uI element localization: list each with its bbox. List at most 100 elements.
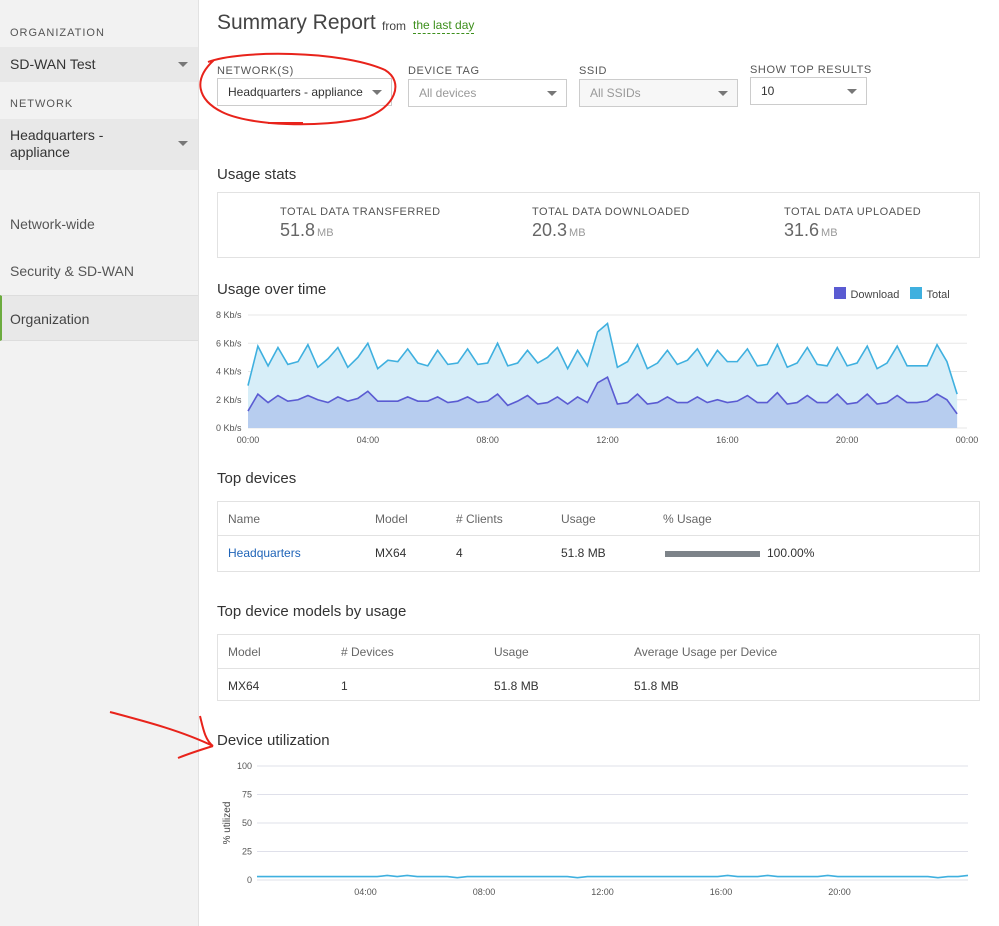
organization-select[interactable]: SD-WAN Test	[0, 47, 198, 82]
column-header-model[interactable]: Model	[375, 512, 408, 526]
timespan-link[interactable]: the last day	[413, 18, 475, 34]
column-header-avg-usage[interactable]: Average Usage per Device	[634, 645, 778, 659]
table-header-row: Name Model # Clients Usage % Usage	[218, 502, 979, 536]
stat-unit: MB	[569, 227, 586, 239]
top-results-filter-label: SHOW TOP RESULTS	[750, 64, 872, 76]
network-select-value-line1: Headquarters -	[10, 127, 104, 143]
usage-over-time-chart: 0 Kb/s 2 Kb/s 4 Kb/s 6 Kb/s 8 Kb/s 00:00 04:00…	[216, 310, 979, 445]
y-tick-label: 100	[237, 761, 252, 771]
y-tick-label: 75	[242, 790, 252, 800]
sidebar-item-security-sdwan[interactable]: Security & SD-WAN	[0, 253, 198, 289]
ssid-filter-label: SSID	[579, 65, 608, 77]
download-series-line	[247, 375, 958, 415]
network-label: NETWORK	[10, 98, 74, 110]
model-name: MX64	[228, 679, 260, 693]
table-row: Headquarters MX64 4 51.8 MB 100.00%	[218, 536, 979, 572]
usage-over-time-title: Usage over time	[217, 281, 327, 298]
chevron-down-icon	[847, 89, 857, 94]
top-results-value: 10	[761, 84, 775, 98]
y-tick-label: 6 Kb/s	[216, 338, 242, 348]
networks-select-value: Headquarters - appliance	[228, 85, 363, 99]
device-usage: 51.8 MB	[561, 546, 606, 560]
top-models-table: Model # Devices Usage Average Usage per …	[217, 634, 980, 701]
model-usage: 51.8 MB	[494, 679, 539, 693]
legend-download[interactable]: Download	[834, 285, 899, 303]
usage-progress-bar	[665, 551, 760, 557]
networks-select[interactable]: Headquarters - appliance	[217, 78, 392, 106]
total-series-line	[247, 322, 958, 395]
x-tick-label: 00:00	[956, 435, 979, 445]
sidebar-item-label: Organization	[10, 311, 90, 327]
device-pct-usage: 100.00%	[767, 546, 815, 560]
sidebar-item-label: Security & SD-WAN	[10, 263, 134, 279]
x-tick-label: 12:00	[596, 435, 619, 445]
legend-swatch-download	[834, 287, 846, 299]
x-tick-label: 16:00	[716, 435, 739, 445]
device-tag-select[interactable]: All devices	[408, 79, 567, 107]
sidebar: ORGANIZATION SD-WAN Test NETWORK Headqua…	[0, 0, 199, 926]
ssid-select[interactable]: All SSIDs	[579, 79, 738, 107]
x-tick-label: 08:00	[473, 887, 496, 897]
utilization-series-line	[257, 874, 969, 879]
stat-total-uploaded: TOTAL DATA UPLOADED 31.6 MB	[784, 206, 921, 241]
y-tick-label: 4 Kb/s	[216, 367, 242, 377]
stat-unit: MB	[317, 227, 334, 239]
network-select[interactable]: Headquarters - appliance	[0, 119, 198, 170]
device-link[interactable]: Headquarters	[228, 546, 301, 560]
usage-progress-fill	[665, 551, 760, 557]
network-select-value-line2: appliance	[10, 144, 70, 160]
column-header-devices[interactable]: # Devices	[341, 645, 394, 659]
top-results-select[interactable]: 10	[750, 77, 867, 105]
legend-total[interactable]: Total	[910, 285, 950, 303]
top-devices-title: Top devices	[217, 470, 297, 487]
column-header-name[interactable]: Name	[228, 512, 261, 526]
device-utilization-title: Device utilization	[217, 732, 330, 749]
sidebar-item-network-wide[interactable]: Network-wide	[0, 206, 198, 242]
column-header-usage[interactable]: Usage	[494, 645, 529, 659]
title-from-text: from	[382, 19, 406, 33]
stat-label: TOTAL DATA TRANSFERRED	[280, 206, 441, 218]
stat-total-downloaded: TOTAL DATA DOWNLOADED 20.3 MB	[532, 206, 690, 241]
organization-label: ORGANIZATION	[10, 27, 105, 39]
device-tag-filter-label: DEVICE TAG	[408, 65, 480, 77]
stat-total-transferred: TOTAL DATA TRANSFERRED 51.8 MB	[280, 206, 441, 241]
chevron-down-icon	[372, 90, 382, 95]
y-axis-label: % utilized	[222, 802, 233, 845]
y-tick-label: 50	[242, 818, 252, 828]
usage-stats-box: TOTAL DATA TRANSFERRED 51.8 MB TOTAL DATA…	[217, 192, 980, 258]
stat-label: TOTAL DATA UPLOADED	[784, 206, 922, 218]
device-tag-placeholder: All devices	[419, 86, 477, 100]
column-header-pct-usage[interactable]: % Usage	[663, 512, 712, 526]
stat-value: 20.3	[532, 220, 568, 240]
x-tick-label: 04:00	[354, 887, 377, 897]
page-title: Summary Report	[217, 11, 376, 34]
legend-swatch-total	[910, 287, 922, 299]
top-models-title: Top device models by usage	[217, 603, 407, 620]
column-header-clients[interactable]: # Clients	[456, 512, 503, 526]
legend-label-download: Download	[850, 289, 900, 301]
download-area	[248, 377, 958, 428]
table-header-row: Model # Devices Usage Average Usage per …	[218, 635, 979, 669]
stat-value: 51.8	[280, 220, 316, 240]
device-model: MX64	[375, 546, 407, 560]
x-tick-label: 04:00	[357, 435, 380, 445]
model-device-count: 1	[341, 679, 348, 693]
device-utilization-chart: 0 25 50 75 100 04:00 08:00 12:00 16:00 20:00 % uti…	[222, 761, 969, 897]
networks-filter-label: NETWORK(S)	[217, 65, 294, 77]
chevron-down-icon	[178, 141, 188, 146]
ssid-placeholder: All SSIDs	[590, 86, 641, 100]
chevron-down-icon	[178, 62, 188, 67]
sidebar-item-organization[interactable]: Organization	[0, 295, 198, 341]
x-tick-label: 16:00	[710, 887, 733, 897]
column-header-model[interactable]: Model	[228, 645, 261, 659]
y-tick-label: 8 Kb/s	[216, 310, 242, 320]
chevron-down-icon	[547, 91, 557, 96]
y-tick-label: 2 Kb/s	[216, 395, 242, 405]
x-tick-label: 00:00	[237, 435, 260, 445]
y-tick-label: 25	[242, 847, 252, 857]
column-header-usage[interactable]: Usage	[561, 512, 596, 526]
top-devices-table: Name Model # Clients Usage % Usage Headq…	[217, 501, 980, 572]
table-row: MX64 1 51.8 MB 51.8 MB	[218, 669, 979, 701]
x-tick-label: 20:00	[828, 887, 851, 897]
stat-label: TOTAL DATA DOWNLOADED	[532, 206, 690, 218]
